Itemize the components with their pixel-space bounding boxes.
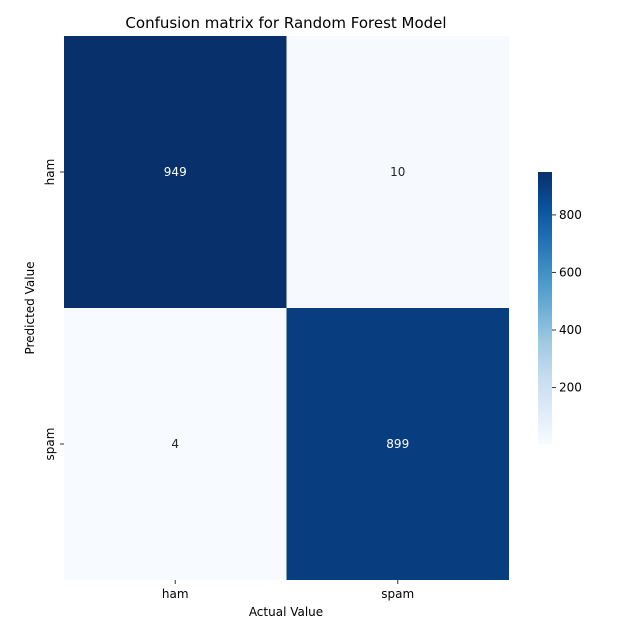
x-tick-label: ham [162, 587, 189, 601]
cell-value-label: 4 [171, 437, 179, 451]
cell-value-label: 10 [390, 165, 405, 179]
heatmap-cell [286, 308, 509, 580]
colorbar-tick-label: 200 [559, 381, 582, 395]
colorbar-gradient [538, 172, 552, 444]
colorbar-tick-label: 800 [559, 208, 582, 222]
y-axis-label: Predicted Value [23, 261, 37, 354]
heatmap-cell [64, 36, 287, 308]
x-axis: ham spam [162, 580, 414, 601]
x-axis-label: Actual Value [249, 605, 323, 619]
x-tick-label: spam [381, 587, 414, 601]
heatmap-cells [64, 36, 509, 580]
chart-title: Confusion matrix for Random Forest Model [125, 14, 446, 32]
colorbar-tick-label: 600 [559, 265, 582, 279]
heatmap-cell [64, 308, 287, 580]
heatmap-cell [286, 36, 509, 308]
colorbar: 200 400 600 800 [538, 172, 582, 444]
cell-value-label: 899 [386, 437, 409, 451]
cell-value-label: 949 [164, 165, 187, 179]
heatmap-cell-labels: 949 10 4 899 [164, 165, 409, 451]
y-axis: ham spam [43, 159, 64, 461]
y-tick-label: spam [43, 428, 57, 461]
y-tick-label: ham [43, 159, 57, 186]
colorbar-tick-label: 400 [559, 323, 582, 337]
